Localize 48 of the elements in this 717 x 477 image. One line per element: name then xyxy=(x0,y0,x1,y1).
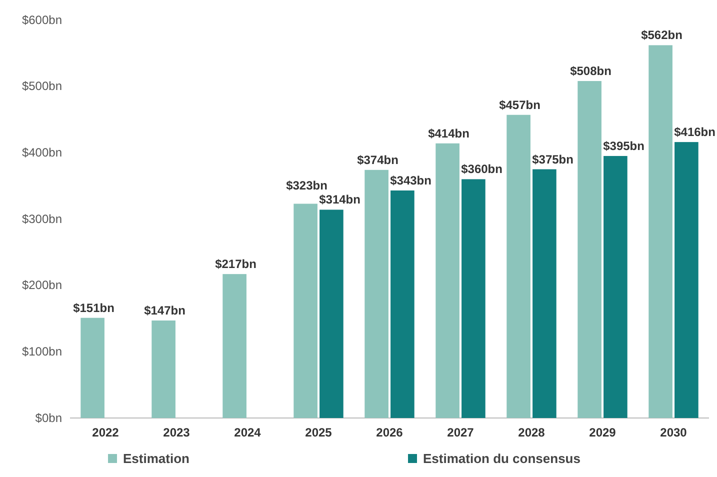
data-label: $508bn xyxy=(570,64,612,78)
data-label: $147bn xyxy=(144,303,186,318)
data-label: $562bn xyxy=(641,28,682,42)
data-label: $314bn xyxy=(319,192,360,207)
x-tick-label: 2029 xyxy=(589,426,616,440)
data-label: $414bn xyxy=(428,126,470,140)
data-label: $416bn xyxy=(674,125,716,140)
bar xyxy=(152,320,176,418)
bar xyxy=(532,169,556,418)
bar xyxy=(80,318,104,418)
y-tick-label: $0bn xyxy=(35,410,62,425)
data-label: $323bn xyxy=(286,178,328,193)
x-tick-label: 2026 xyxy=(376,426,404,440)
y-tick-label: $500bn xyxy=(22,79,62,94)
data-label: $375bn xyxy=(532,152,574,166)
legend-label: Estimation xyxy=(123,451,190,466)
bar xyxy=(364,170,388,418)
bar xyxy=(320,210,344,418)
y-tick-label: $200bn xyxy=(22,278,62,292)
bar xyxy=(604,156,628,418)
y-tick-label: $400bn xyxy=(22,146,62,160)
bar xyxy=(648,45,672,418)
x-tick-label: 2022 xyxy=(92,426,120,440)
x-tick-label: 2023 xyxy=(163,426,190,440)
bar xyxy=(506,114,530,418)
y-tick-label: $300bn xyxy=(22,212,62,226)
data-label: $151bn xyxy=(73,300,114,315)
x-tick-label: 2024 xyxy=(234,426,262,440)
x-tick-label: 2030 xyxy=(660,426,688,440)
x-tick-label: 2025 xyxy=(305,426,332,440)
bar xyxy=(462,179,486,418)
bar xyxy=(294,204,318,418)
x-tick-label: 2028 xyxy=(518,426,546,440)
bar xyxy=(436,143,460,418)
data-label: $374bn xyxy=(357,152,398,167)
data-label: $217bn xyxy=(215,257,256,272)
bar xyxy=(390,190,414,418)
data-label: $343bn xyxy=(390,173,432,188)
x-tick-label: 2027 xyxy=(447,426,474,440)
y-tick-label: $100bn xyxy=(22,344,62,359)
legend-label: Estimation du consensus xyxy=(423,451,580,466)
y-tick-label: $600bn xyxy=(22,12,62,27)
bar xyxy=(674,142,698,418)
bar xyxy=(222,274,246,418)
data-label: $395bn xyxy=(603,138,644,153)
data-label: $457bn xyxy=(499,98,540,112)
bar xyxy=(578,81,602,418)
data-label: $360bn xyxy=(461,162,502,176)
